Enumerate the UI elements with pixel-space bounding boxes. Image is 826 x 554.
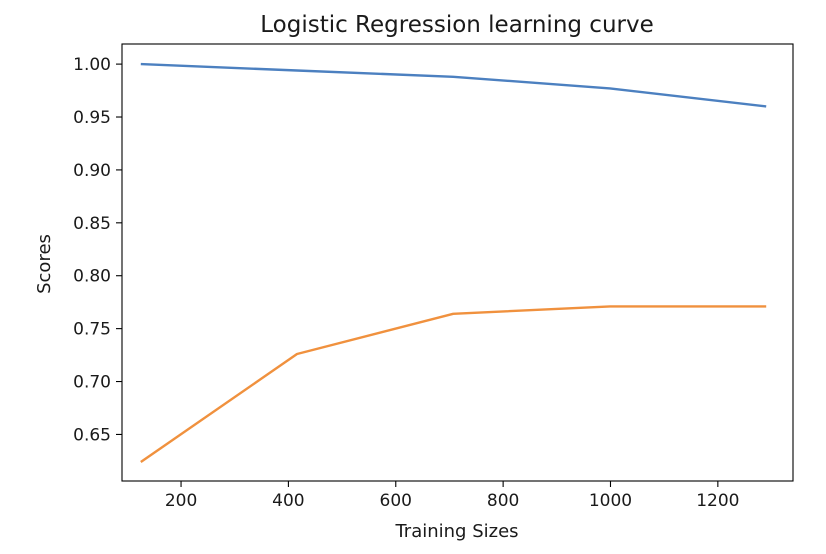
y-tick-label: 0.90 xyxy=(73,161,111,181)
y-axis-label: Scores xyxy=(34,234,55,294)
y-tick-label: 0.85 xyxy=(73,214,111,234)
validation-score-line xyxy=(140,305,767,463)
y-tick-label: 0.75 xyxy=(73,320,111,340)
chart-title: Logistic Regression learning curve xyxy=(260,12,654,38)
x-tick-label: 400 xyxy=(272,491,304,511)
plot-frame xyxy=(121,43,794,482)
y-axis: 0.65 0.70 0.75 0.80 0.85 0.90 0.95 1.00 xyxy=(73,55,122,445)
x-axis: 200 400 600 800 1000 1200 xyxy=(165,481,739,511)
training-score-line xyxy=(140,62,767,108)
x-tick-label: 200 xyxy=(165,491,197,511)
y-tick-label: 0.70 xyxy=(73,373,111,393)
x-axis-label: Training Sizes xyxy=(394,521,518,542)
y-tick-label: 1.00 xyxy=(73,55,111,75)
y-tick-label: 0.80 xyxy=(73,267,111,287)
x-tick-label: 1000 xyxy=(589,491,632,511)
x-tick-label: 600 xyxy=(380,491,412,511)
x-tick-label: 1200 xyxy=(696,491,739,511)
y-tick-label: 0.65 xyxy=(73,425,111,445)
y-tick-label: 0.95 xyxy=(73,108,111,128)
x-tick-label: 800 xyxy=(487,491,519,511)
plot-lines xyxy=(140,62,767,463)
